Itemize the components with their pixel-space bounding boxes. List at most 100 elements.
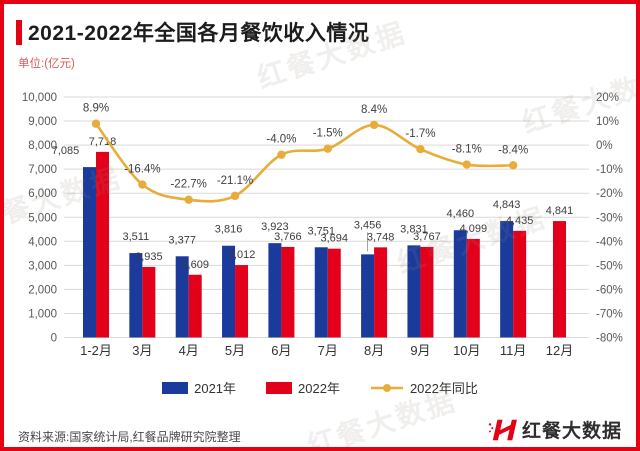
bar-2022-3 xyxy=(235,265,249,338)
bar-label-2021-8: 4,460 xyxy=(447,208,475,220)
legend-line-marker-icon xyxy=(370,383,403,392)
left-axis-tick-10: 0 xyxy=(51,333,57,345)
bar-label-2021-9: 4,843 xyxy=(493,199,521,211)
legend-item-yoy: 2022年同比 xyxy=(370,378,478,397)
left-axis-tick-4: 6,000 xyxy=(28,188,57,200)
bar-label-2022-6: 3,748 xyxy=(367,231,395,243)
legend-item-2021: 2021年 xyxy=(162,378,236,397)
bar-2021-0 xyxy=(83,167,96,338)
yoy-point-8 xyxy=(462,160,471,169)
bar-label-2021-2: 3,377 xyxy=(168,234,196,246)
left-axis-tick-6: 4,000 xyxy=(28,236,57,248)
bar-2022-1 xyxy=(142,266,156,338)
x-axis-label-0: 1-2月 xyxy=(80,343,112,358)
x-axis-label-9: 11月 xyxy=(500,343,527,358)
brand-logo: 红餐大数据 xyxy=(488,416,622,443)
yoy-point-1 xyxy=(138,180,147,189)
bar-2021-2 xyxy=(175,256,189,338)
bar-label-2021-7: 3,831 xyxy=(400,223,428,235)
title-row: 2021-2022年全国各月餐饮收入情况 xyxy=(16,17,369,47)
brand-logo-text: 红餐大数据 xyxy=(521,421,622,442)
data-source-note: 资料来源:国家统计局,红餐品牌研究院整理 xyxy=(18,430,241,444)
x-axis-label-4: 6月 xyxy=(271,343,291,358)
right-axis-tick-8: -60% xyxy=(596,284,623,296)
bar-label-2021-0: 7,085 xyxy=(52,145,80,157)
bar-label-2022-5: 3,694 xyxy=(320,233,348,245)
bar-2021-6 xyxy=(361,254,375,338)
yoy-point-2 xyxy=(184,195,193,204)
bar-label-2021-1: 3,511 xyxy=(122,231,149,243)
bar-2022-0 xyxy=(96,151,109,338)
bar-label-2022-8: 4,099 xyxy=(460,223,488,235)
yoy-point-0 xyxy=(91,119,101,128)
bar-2022-5 xyxy=(327,248,341,338)
legend-label-yoy: 2022年同比 xyxy=(409,381,478,396)
x-axis-label-10: 12月 xyxy=(546,343,573,358)
bar-2021-5 xyxy=(314,247,328,338)
combo-chart: 10,000 20% 9,000 10% 8,000 0% 7,000 -10% 6,000 -2… xyxy=(22,92,623,358)
left-axis-tick-7: 3,000 xyxy=(28,260,57,272)
x-axis-label-5: 7月 xyxy=(318,343,338,358)
bar-2022-6 xyxy=(374,247,388,338)
x-axis-label-7: 9月 xyxy=(410,343,430,358)
left-axis-tick-8: 2,000 xyxy=(28,284,57,296)
left-axis-tick-9: 1,000 xyxy=(28,308,57,320)
left-axis-tick-0: 10,000 xyxy=(22,92,57,104)
bar-2021-9 xyxy=(500,221,514,338)
bar-label-2022-7: 3,767 xyxy=(413,231,441,243)
bar-label-2021-4: 3,923 xyxy=(261,221,289,233)
left-axis-tick-2: 8,000 xyxy=(28,140,57,152)
bar-2021-7 xyxy=(407,245,421,338)
bar-2021-8 xyxy=(453,230,467,338)
right-axis-tick-3: -10% xyxy=(596,164,623,176)
yoy-point-4 xyxy=(277,150,286,159)
bar-label-2022-4: 3,766 xyxy=(274,231,302,243)
bar-label-2021-6: 3,456 xyxy=(354,219,382,231)
bar-2022-2 xyxy=(188,274,202,338)
legend-label-2021: 2021年 xyxy=(194,381,237,396)
x-axis-label-2: 4月 xyxy=(179,343,199,358)
right-axis-tick-2: 0% xyxy=(596,140,613,152)
bar-2021-1 xyxy=(129,253,143,338)
yoy-label-8: -8.1% xyxy=(452,144,482,156)
yoy-label-3: -21.1% xyxy=(217,175,253,187)
yoy-label-1: -16.4% xyxy=(124,164,160,176)
bar-2022-4 xyxy=(281,246,295,338)
bar-2021-3 xyxy=(222,245,236,338)
bar-label-2022-10: 4,841 xyxy=(546,205,574,217)
yoy-label-0: 8.9% xyxy=(83,103,109,115)
page-title: 2021-2022年全国各月餐饮收入情况 xyxy=(28,22,370,45)
unit-label: 单位:(亿元) xyxy=(18,58,75,70)
legend-swatch-2022-icon xyxy=(266,381,293,394)
bar-label-2021-5: 3,751 xyxy=(307,225,335,237)
right-axis-tick-6: -40% xyxy=(596,236,623,248)
legend-label-2022: 2022年 xyxy=(298,381,340,396)
brand-logo-h-icon xyxy=(488,419,517,440)
x-axis-label-8: 10月 xyxy=(453,343,480,358)
chart-legend: 2021年 2022年 2022年同比 xyxy=(4,378,636,397)
right-axis-tick-10: -80% xyxy=(596,333,623,345)
yoy-point-6 xyxy=(369,120,379,130)
yoy-label-2: -22.7% xyxy=(170,179,206,191)
right-axis-tick-7: -50% xyxy=(596,260,623,272)
bar-label-2021-3: 3,816 xyxy=(215,224,243,236)
right-axis-tick-5: -30% xyxy=(596,212,623,224)
right-axis-tick-1: 10% xyxy=(596,116,619,128)
yoy-label-6: 8.4% xyxy=(361,104,387,116)
left-axis-tick-1: 9,000 xyxy=(28,116,57,128)
yoy-point-5 xyxy=(323,144,332,153)
right-axis-tick-9: -70% xyxy=(596,308,623,320)
bar-label-2022-1: 2,935 xyxy=(135,251,163,263)
bar-label-2022-2: 2,609 xyxy=(181,259,209,271)
left-axis-tick-5: 5,000 xyxy=(28,212,57,224)
yoy-line xyxy=(94,122,514,203)
legend-item-2022: 2022年 xyxy=(266,378,340,397)
right-axis-tick-0: 20% xyxy=(596,92,619,104)
x-axis-label-6: 8月 xyxy=(364,343,384,358)
yoy-label-7: -1.7% xyxy=(405,128,435,140)
bar-2022-9 xyxy=(513,230,527,338)
bar-label-2022-3: 3,012 xyxy=(228,249,256,261)
bar-label-2022-9: 4,435 xyxy=(506,215,534,227)
left-axis-tick-3: 7,000 xyxy=(28,164,57,176)
